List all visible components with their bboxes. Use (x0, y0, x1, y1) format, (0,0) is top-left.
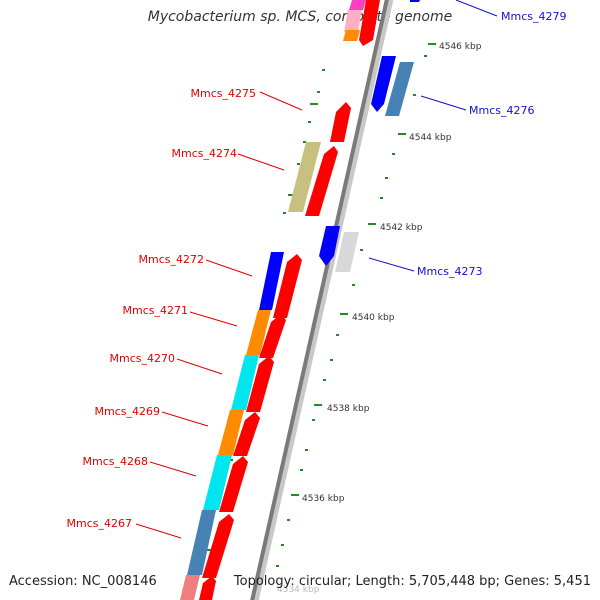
forward-label-lines (135, 91, 303, 539)
gene-label-forward: Mmcs_4271 (123, 304, 188, 317)
gene-box-4268 (203, 455, 232, 510)
genome-backbone (250, 0, 389, 600)
forward-arrows (199, 254, 302, 600)
gene-arrow-4275 (330, 102, 351, 142)
accession-label: Accession: NC_008146 (9, 574, 157, 589)
gene-box-4273 (335, 232, 359, 272)
gene-arrow-blue (410, 0, 420, 2)
gene-label-forward: Mmcs_4275 (191, 87, 256, 100)
gene-label-reverse: Mmcs_4273 (417, 265, 482, 278)
top-partial-genes (343, 0, 420, 46)
gene-arrow-red (359, 0, 380, 46)
gene-box-4267 (187, 510, 216, 575)
gene-label-forward: Mmcs_4270 (110, 352, 175, 365)
scale-label: 4540 kbp (352, 313, 395, 323)
gene-box-pink (344, 10, 362, 32)
scale-label: 4546 kbp (439, 42, 482, 52)
gene-label-forward: Mmcs_4272 (139, 253, 204, 266)
reverse-label-lines (368, 0, 498, 272)
scale-labels: 4546 kbp 4544 kbp 4542 kbp 4540 kbp 4538… (277, 42, 482, 595)
gene-box-4271 (246, 310, 271, 355)
gene-box-4270 (231, 355, 259, 410)
gene-box-4274 (288, 142, 321, 212)
gene-box-bottom (180, 575, 200, 600)
gene-label-forward: Mmcs_4267 (67, 517, 132, 530)
gene-arrow-4276 (371, 56, 396, 112)
gene-arrow-4274 (305, 146, 338, 216)
gene-label-forward: Mmcs_4269 (95, 405, 160, 418)
gene-box-4276 (385, 62, 414, 116)
gene-box-4272 (259, 252, 284, 310)
gene-box-4269 (218, 410, 244, 455)
gene-label-reverse: Mmcs_4276 (469, 104, 534, 117)
reverse-gene-labels: Mmcs_4279 Mmcs_4276 Mmcs_4273 (417, 10, 566, 278)
gene-label-forward: Mmcs_4268 (83, 455, 148, 468)
scale-label: 4538 kbp (327, 404, 370, 414)
scale-label: 4536 kbp (302, 494, 345, 504)
forward-gene-labels: Mmcs_4275 Mmcs_4274 Mmcs_4272 Mmcs_4271 … (67, 87, 256, 530)
gene-label-forward: Mmcs_4274 (172, 147, 237, 160)
scale-label: 4544 kbp (409, 133, 452, 143)
gene-arrow-4273 (319, 226, 340, 266)
genome-backbone-shadow (251, 0, 394, 600)
gene-box-orange (343, 30, 360, 41)
reverse-ticks (276, 43, 436, 567)
topology-label: Topology: circular; Length: 5,705,448 bp… (233, 574, 591, 589)
gene-label-reverse: Mmcs_4279 (501, 10, 566, 23)
gene-box-magenta (349, 0, 366, 10)
scale-label: 4542 kbp (380, 223, 423, 233)
scale-label: 4534 kbp (277, 585, 320, 595)
